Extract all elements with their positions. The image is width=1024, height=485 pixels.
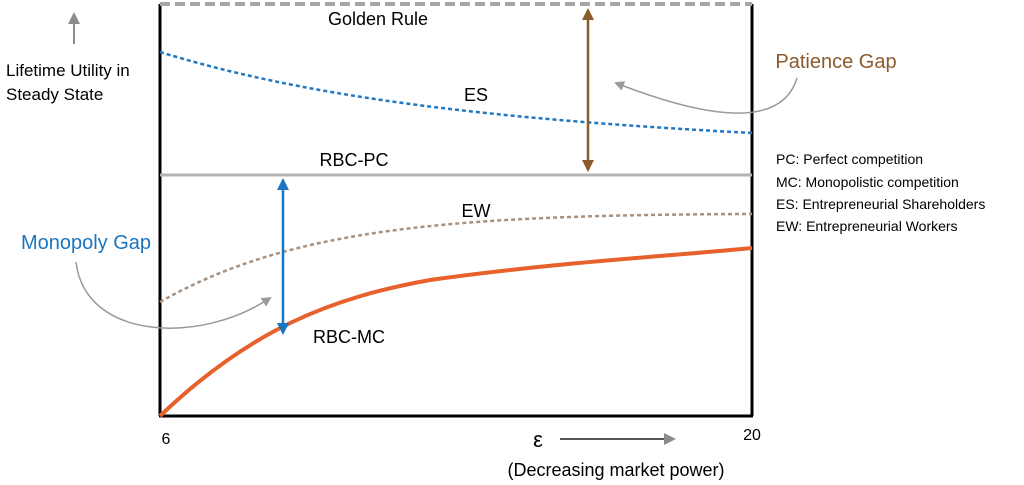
es-curve	[159, 50, 753, 135]
monopoly-gap-pointer	[75, 261, 272, 329]
legend-item: PC: Perfect competition	[776, 151, 923, 167]
epsilon-symbol: ε	[533, 427, 543, 452]
x-axis-max-label: 20	[743, 427, 761, 444]
y-axis-label-line2: Steady State	[6, 85, 103, 104]
x-axis-min-label: 6	[162, 431, 171, 448]
ew-curve	[159, 212, 753, 304]
monopoly-gap-label: Monopoly Gap	[21, 232, 151, 254]
legend-item: MC: Monopolistic competition	[776, 174, 959, 190]
x-axis-note: (Decreasing market power)	[507, 460, 724, 480]
legend-item: ES: Entrepreneurial Shareholders	[776, 196, 985, 212]
legend-item: EW: Entrepreneurial Workers	[776, 218, 958, 234]
golden-rule-label: Golden Rule	[328, 9, 428, 29]
es-label: ES	[464, 85, 488, 105]
patience-gap-pointer	[614, 77, 798, 114]
rbc-pc-label: RBC-PC	[319, 150, 388, 170]
rbc-mc-curve	[158, 246, 753, 418]
rbc-mc-label: RBC-MC	[313, 327, 385, 347]
patience-gap-label: Patience Gap	[775, 51, 896, 73]
y-axis-label-line1: Lifetime Utility in	[6, 61, 130, 80]
ew-label: EW	[462, 201, 491, 221]
